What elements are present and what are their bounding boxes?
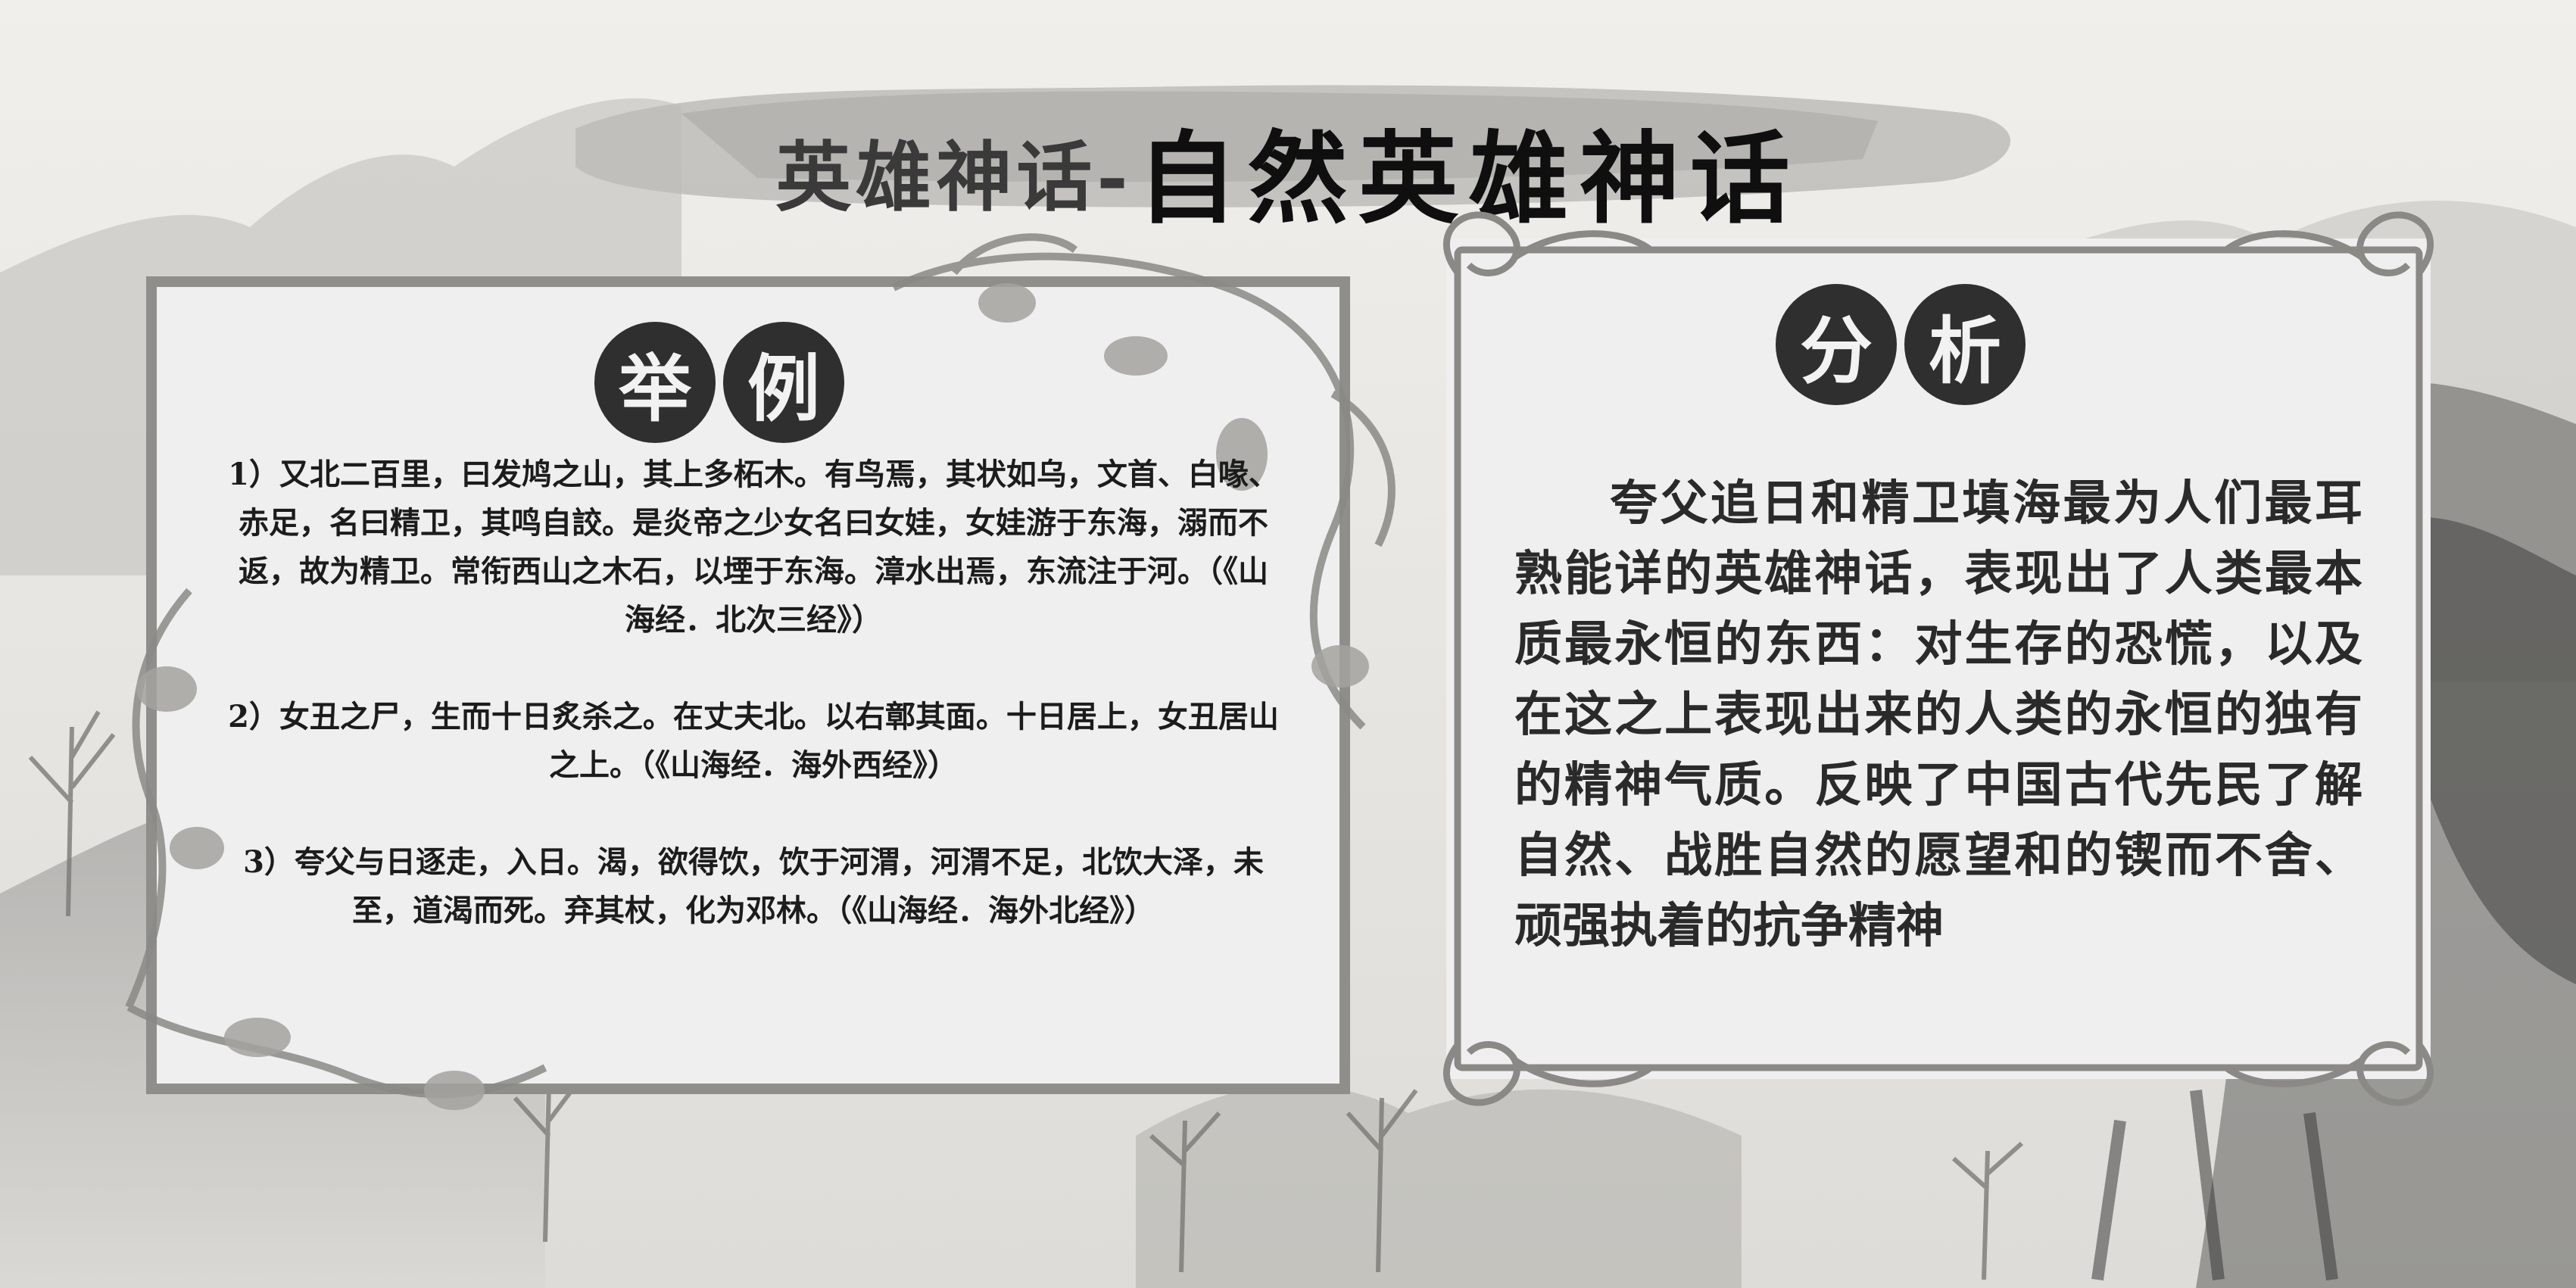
title-prefix: 英雄神话- [775,132,1133,222]
badge-char: 析 [1904,284,2026,405]
title-main: 自然英雄神话 [1137,120,1801,238]
badge-char: 分 [1776,284,1897,405]
badge-char: 举 [594,322,716,443]
example-2: 2）女丑之尸，生而十日炙杀之。在丈夫北。以右鄣其面。十日居上，女丑居山之上。（《… [228,699,1279,783]
badge-char: 例 [723,322,844,443]
example-3: 3）夸父与日逐走，入日。渴，欲得饮，饮于河渭，河渭不足，北饮大泽，未至，道渴而死… [243,844,1264,928]
page-title: 英雄神话- 自然英雄神话 [0,98,2576,242]
analysis-badge: 分 析 [1776,284,2026,405]
example-1: 1）又北二百里，曰发鸠之山，其上多柘木。有鸟焉，其状如乌，文首、白喙、赤足，名曰… [228,457,1279,638]
examples-text: 1）又北二百里，曰发鸠之山，其上多柘木。有鸟焉，其状如乌，文首、白喙、赤足，名曰… [227,451,1280,984]
analysis-text: 夸父追日和精卫填海最为人们最耳熟能详的英雄神话，表现出了人类最本质最永恒的东西：… [1514,475,2362,953]
examples-badge: 举 例 [594,322,844,443]
